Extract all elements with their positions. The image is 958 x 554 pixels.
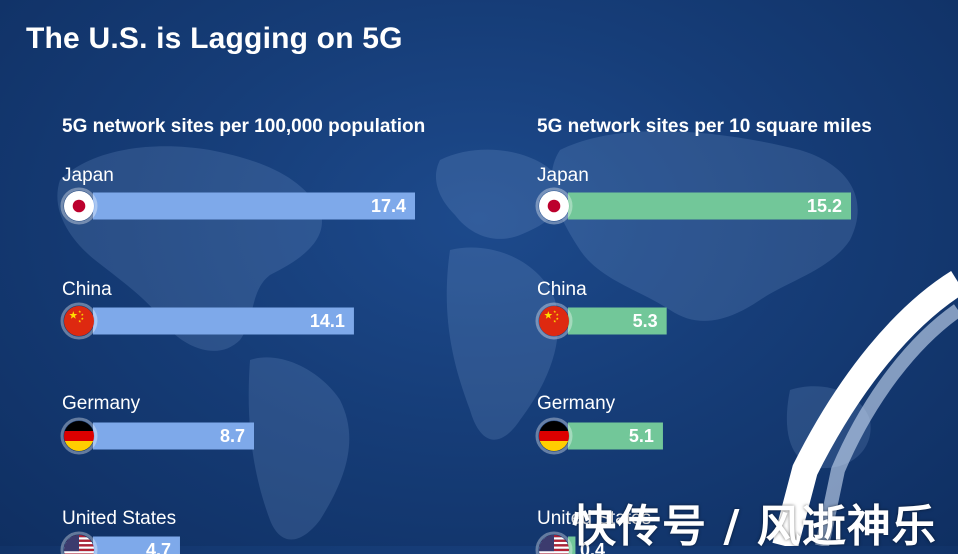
country-label: United States [62,508,176,529]
germany-flag-icon [539,421,569,451]
bar-row-1-0: Japan 15.2 [537,165,851,223]
country-label: Japan [62,165,114,186]
value-label: 14.1 [310,311,345,331]
bar-row-0-2: Germany 8.7 [62,393,254,453]
japan-flag-icon [64,191,94,221]
country-label: Germany [537,393,616,414]
value-label: 17.4 [371,196,406,216]
value-label: 15.2 [807,196,842,216]
country-label: China [62,279,112,300]
value-label: 5.1 [629,426,654,446]
germany-flag-icon [64,421,94,451]
value-label: 5.3 [633,311,658,331]
bar-row-1-2: Germany 5.1 [537,393,663,453]
value-label: 4.7 [146,540,171,554]
country-label: China [537,279,587,300]
bar [93,193,415,220]
bar-row-0-0: Japan 17.4 [62,165,415,223]
china-flag-icon [539,306,569,336]
china-flag-icon [64,306,94,336]
country-label: Germany [62,393,141,414]
value-label: 8.7 [220,426,245,446]
japan-flag-icon [539,191,569,221]
bar-row-1-1: China 5.3 [537,279,667,338]
country-label: Japan [537,165,589,186]
bar-row-0-1: China 14.1 [62,279,354,338]
bar-row-0-3: United States 4.7 [62,508,180,554]
watermark-text: 快传号 / 风逝神乐 [572,490,937,554]
